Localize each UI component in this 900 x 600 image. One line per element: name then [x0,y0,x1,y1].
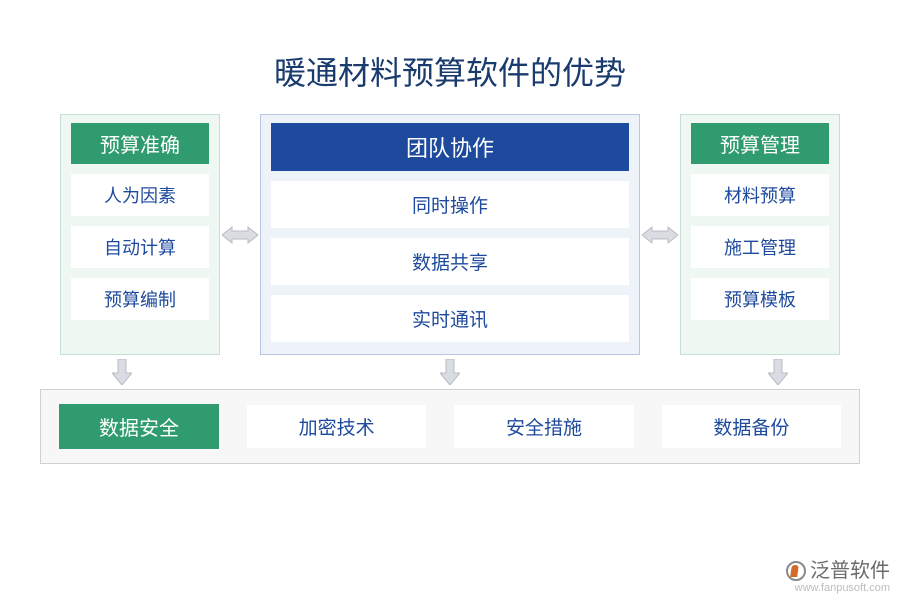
bottom-panel-header: 数据安全 [59,404,219,449]
right-panel-item: 材料预算 [691,174,829,216]
center-panel-header: 团队协作 [271,123,629,171]
center-panel-item: 数据共享 [271,238,629,285]
arrow-down-icon [438,359,462,385]
left-panel-item: 自动计算 [71,226,209,268]
right-panel: 预算管理 材料预算 施工管理 预算模板 [680,114,840,355]
watermark-url: www.fanpusoft.com [786,582,890,594]
left-panel: 预算准确 人为因素 自动计算 预算编制 [60,114,220,355]
bottom-panel-item: 加密技术 [247,405,426,448]
center-panel-item: 同时操作 [271,181,629,228]
arrow-left-right-icon [640,114,680,355]
center-panel: 团队协作 同时操作 数据共享 实时通讯 [260,114,640,355]
right-panel-header: 预算管理 [691,123,829,164]
arrow-down-icon [766,359,790,385]
logo-icon [786,561,806,581]
arrow-down-icon [110,359,134,385]
bottom-panel-item: 安全措施 [454,405,633,448]
page-title: 暖通材料预算软件的优势 [0,0,900,114]
left-panel-item: 人为因素 [71,174,209,216]
watermark-brand: 泛普软件 [786,560,890,582]
right-panel-item: 预算模板 [691,278,829,320]
watermark: 泛普软件 www.fanpusoft.com [786,560,890,594]
left-panel-header: 预算准确 [71,123,209,164]
arrow-left-right-icon [220,114,260,355]
bottom-panel-item: 数据备份 [662,405,841,448]
bottom-panel: 数据安全 加密技术 安全措施 数据备份 [40,389,860,464]
center-panel-item: 实时通讯 [271,295,629,342]
left-panel-item: 预算编制 [71,278,209,320]
watermark-brand-text: 泛普软件 [810,560,890,582]
main-row: 预算准确 人为因素 自动计算 预算编制 团队协作 同时操作 数据共享 实时通讯 … [0,114,900,355]
down-arrows-row [0,355,900,389]
right-panel-item: 施工管理 [691,226,829,268]
